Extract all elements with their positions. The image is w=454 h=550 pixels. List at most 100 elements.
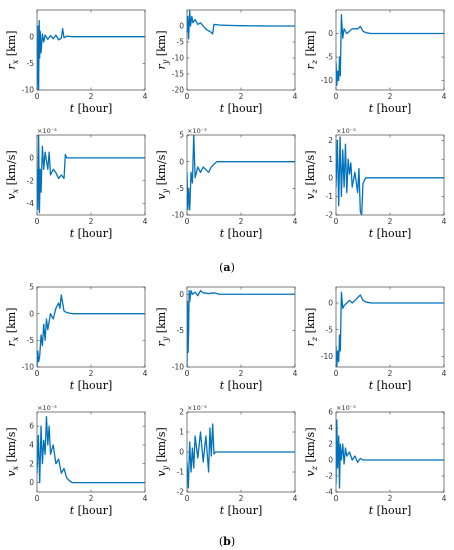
axes-frame (36, 9, 146, 91)
series-line-1 (336, 291, 444, 367)
y-tick-label: 2 (179, 408, 184, 417)
x-tick-label: 4 (143, 92, 148, 101)
x-tick-label: 4 (442, 217, 447, 226)
y-tick-label: 2 (328, 440, 333, 449)
x-tick-label: 2 (89, 494, 94, 503)
y-tick-label: -5 (27, 59, 35, 68)
y-axis-label: ry [km] (155, 31, 170, 70)
x-tick-label: 0 (334, 369, 339, 378)
y-tick-label: 0 (179, 290, 184, 299)
x-axis-label: t [hour] (220, 227, 263, 240)
y-tick-label: 2 (328, 136, 333, 145)
axes-frame (186, 9, 296, 91)
y-tick-label: -2 (326, 472, 334, 481)
y-tick-label: 0 (29, 153, 34, 162)
y-exponent-label: ×10⁻³ (336, 404, 356, 412)
y-tick-label: -2 (27, 176, 35, 185)
x-tick-label: 2 (388, 369, 393, 378)
x-tick-label: 2 (239, 494, 244, 503)
x-tick-label: 2 (89, 217, 94, 226)
x-axis-label: t [hour] (220, 102, 263, 115)
y-axis-label: vy [km/s] (155, 150, 170, 199)
y-tick-label: -20 (172, 86, 184, 95)
y-axis-label: rz [km] (304, 308, 319, 347)
x-axis-label: t [hour] (369, 379, 412, 392)
y-axis-label: vz [km/s] (304, 151, 319, 200)
y-tick-label: -10 (172, 211, 184, 220)
x-axis-label: t [hour] (220, 504, 263, 517)
x-tick-label: 0 (35, 369, 40, 378)
y-tick-label: 0 (328, 173, 333, 182)
axes-frame (335, 411, 445, 493)
x-tick-label: 0 (35, 92, 40, 101)
x-axis-label: t [hour] (70, 379, 113, 392)
y-tick-label: -2 (177, 488, 185, 497)
series-line-1 (187, 10, 295, 40)
y-tick-label: -10 (172, 54, 184, 63)
x-tick-label: 4 (143, 369, 148, 378)
subplot-b-2: 0 2 4 -10 -5 0 ry [km] t [hour] (155, 286, 298, 392)
x-tick-label: 2 (388, 217, 393, 226)
x-tick-label: 4 (143, 494, 148, 503)
subplot-a-1: 0 2 4 -10 -5 0 rx [km] t [hour] (5, 9, 148, 115)
x-tick-label: 4 (293, 92, 298, 101)
y-tick-label: 5 (29, 283, 34, 292)
y-exponent-label: ×10⁻³ (187, 404, 207, 412)
subplot-b-3: 0 2 4 -10 -5 0 rz [km] t [hour] (304, 286, 447, 392)
series-line-1 (37, 294, 145, 367)
y-axis-label: vz [km/s] (304, 428, 319, 477)
y-axis-label: ry [km] (155, 308, 170, 347)
y-exponent-label: ×10⁻³ (187, 127, 207, 135)
x-axis-label: t [hour] (70, 504, 113, 517)
axes-frame (36, 286, 146, 368)
y-tick-label: -1 (326, 192, 334, 201)
x-axis-label: t [hour] (369, 102, 412, 115)
y-tick-label: -1 (177, 468, 185, 477)
y-tick-label: -5 (177, 184, 185, 193)
y-tick-label: 0 (328, 456, 333, 465)
y-tick-label: -10 (22, 86, 34, 95)
y-tick-label: 6 (328, 408, 333, 417)
series-line-1 (336, 136, 444, 215)
y-tick-label: 0 (29, 32, 34, 41)
y-tick-label: 4 (328, 424, 333, 433)
x-tick-label: 0 (334, 494, 339, 503)
x-tick-label: 2 (89, 92, 94, 101)
y-tick-label: 0 (328, 299, 333, 308)
axes-frame (335, 134, 445, 216)
caption-a: (a) (219, 261, 235, 274)
y-tick-label: -2 (326, 211, 334, 220)
y-tick-label: 5 (179, 131, 184, 140)
x-tick-label: 4 (442, 494, 447, 503)
series-line-1 (336, 14, 444, 86)
y-tick-label: -15 (172, 70, 184, 79)
caption-b: (b) (219, 535, 235, 548)
axes-frame (36, 134, 146, 216)
y-tick-label: 0 (179, 22, 184, 31)
y-tick-label: 6 (29, 422, 34, 431)
x-tick-label: 4 (143, 217, 148, 226)
y-tick-label: 0 (328, 29, 333, 38)
y-axis-label: vx [km/s] (5, 427, 20, 476)
y-tick-label: 0 (179, 157, 184, 166)
y-exponent-label: ×10⁻³ (37, 127, 57, 135)
x-tick-label: 0 (35, 494, 40, 503)
y-tick-label: 0 (29, 478, 34, 487)
y-tick-label: -5 (326, 53, 334, 62)
x-axis-label: t [hour] (70, 102, 113, 115)
series-line-1 (37, 416, 145, 484)
x-axis-label: t [hour] (369, 227, 412, 240)
subplot-a-2: 0 2 4 -20 -15 -10 -5 0 ry [km] t [hour] (155, 9, 298, 115)
x-tick-label: 2 (388, 494, 393, 503)
series-line-1 (336, 419, 444, 489)
y-exponent-label: ×10⁻³ (37, 404, 57, 412)
x-tick-label: 2 (388, 92, 393, 101)
y-axis-label: vx [km/s] (5, 150, 20, 199)
x-tick-label: 4 (442, 92, 447, 101)
y-tick-label: -5 (326, 325, 334, 334)
y-tick-label: -5 (177, 38, 185, 47)
x-tick-label: 0 (35, 217, 40, 226)
